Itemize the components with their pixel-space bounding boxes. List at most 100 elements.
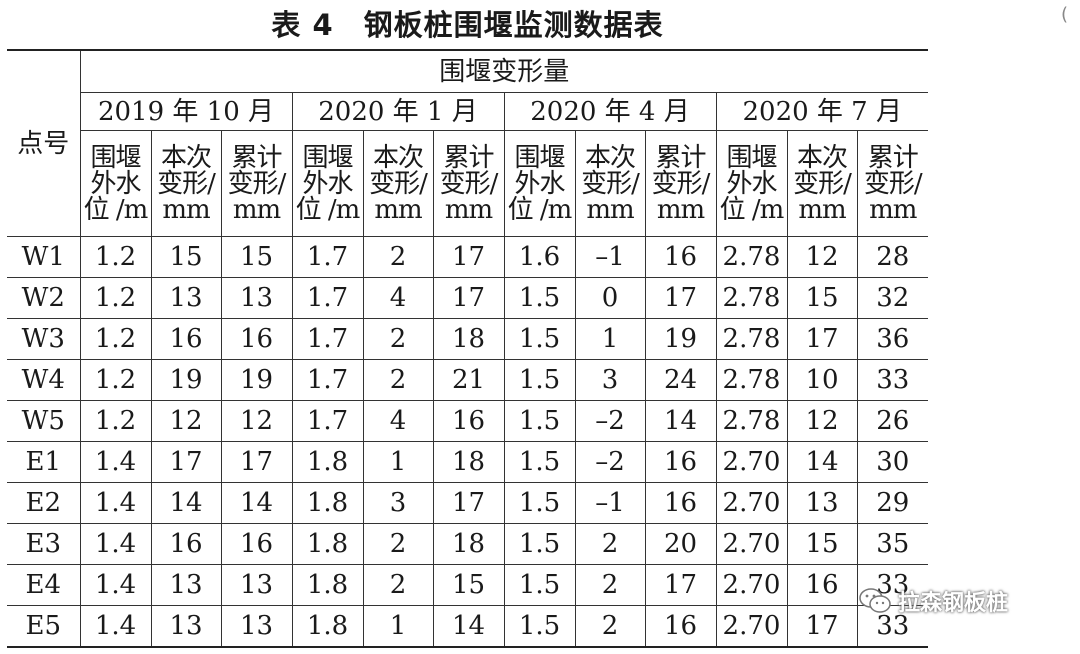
table-cell: 1.7 [291, 359, 364, 401]
table-cell: 33 [856, 605, 928, 648]
table-cell: 2.70 [715, 605, 788, 648]
table-row: W4 1.2 19 19 1.7 2 21 1.5 3 24 2.78 10 33 [7, 359, 928, 401]
table-cell: 1.4 [79, 564, 152, 606]
table-cell: 1.5 [503, 400, 576, 442]
table-cell: 35 [856, 523, 928, 565]
table-cell: 2 [362, 564, 434, 606]
table-cell: 16 [220, 523, 293, 565]
point-id-cell: W2 [7, 277, 81, 319]
table-cell: 2 [362, 359, 434, 401]
table-cell: 16 [150, 523, 222, 565]
table-cell: 2 [362, 523, 434, 565]
table-cell: 1.8 [291, 564, 364, 606]
period-header: 2020 年 4 月 [503, 92, 717, 131]
table-cell: 16 [432, 400, 505, 442]
table-cell: 14 [786, 441, 858, 483]
table-cell: 1.5 [503, 359, 576, 401]
table-cell: 2.70 [715, 482, 788, 524]
table-cell: 1.2 [79, 318, 152, 360]
subheader-cell: 累计变形/mm [644, 130, 717, 237]
table-cell: 1.8 [291, 605, 364, 648]
table-cell: 17 [644, 277, 717, 319]
point-id-cell: E1 [7, 441, 81, 483]
table-cell: 15 [220, 236, 293, 278]
table-cell: 1.4 [79, 523, 152, 565]
point-id-cell: E5 [7, 605, 81, 648]
table-cell: 20 [644, 523, 717, 565]
subheader-cell: 累计变形/mm [220, 130, 293, 237]
subheader-cell: 围堰外水位 /m [503, 130, 576, 237]
table-cell: 1.7 [291, 277, 364, 319]
table-cell: 28 [856, 236, 928, 278]
table-cell: 1.5 [503, 605, 576, 648]
table-cell: 1.7 [291, 318, 364, 360]
subheader-cell: 围堰外水位 /m [291, 130, 364, 237]
table-cell: 17 [220, 441, 293, 483]
table-cell: 2.78 [715, 318, 788, 360]
table-cell: 1.2 [79, 236, 152, 278]
table-cell: 30 [856, 441, 928, 483]
table-cell: 12 [220, 400, 293, 442]
table-cell: 2.78 [715, 359, 788, 401]
table-cell: 14 [220, 482, 293, 524]
table-cell: 19 [150, 359, 222, 401]
table-cell: 1.5 [503, 523, 576, 565]
table-cell: 1.6 [503, 236, 576, 278]
table-row: E1 1.4 17 17 1.8 1 18 1.5 –2 16 2.70 14 30 [7, 441, 928, 483]
table-cell: 1.2 [79, 277, 152, 319]
table-cell: 24 [644, 359, 717, 401]
table-cell: 15 [786, 277, 858, 319]
table-cell: 1 [574, 318, 646, 360]
table-cell: 2.70 [715, 441, 788, 483]
table-cell: 15 [786, 523, 858, 565]
table-cell: 1.5 [503, 482, 576, 524]
table-cell: 16 [644, 482, 717, 524]
table-cell: 3 [574, 359, 646, 401]
subheader-cell: 累计变形/mm [856, 130, 928, 237]
table-cell: 3 [362, 482, 434, 524]
table-cell: –2 [574, 441, 646, 483]
table-row: W5 1.2 12 12 1.7 4 16 1.5 –2 14 2.78 12 26 [7, 400, 928, 442]
wechat-icon [858, 587, 892, 615]
table-cell: 18 [432, 318, 505, 360]
monitoring-table: 点号 围堰变形量 2019 年 10 月 2020 年 1 月 2020 年 4… [7, 49, 928, 648]
table-cell: 17 [786, 318, 858, 360]
subheader-cell: 累计变形/mm [432, 130, 505, 237]
table-cell: 16 [644, 441, 717, 483]
table-row: W2 1.2 13 13 1.7 4 17 1.5 0 17 2.78 15 32 [7, 277, 928, 319]
table-cell: 32 [856, 277, 928, 319]
point-id-cell: W4 [7, 359, 81, 401]
subheader-cell: 围堰外水位 /m [715, 130, 788, 237]
point-id-cell: W3 [7, 318, 81, 360]
table-cell: 2.78 [715, 236, 788, 278]
subheader-cell: 本次变形/mm [150, 130, 222, 237]
table-cell: 2 [574, 605, 646, 648]
table-cell: 2 [362, 318, 434, 360]
table-cell: –1 [574, 482, 646, 524]
table-cell: 1.4 [79, 482, 152, 524]
table-cell: 1.8 [291, 482, 364, 524]
table-cell: 1 [362, 441, 434, 483]
subheader-cell: 本次变形/mm [574, 130, 646, 237]
table-cell: 36 [856, 318, 928, 360]
table-cell: 1.8 [291, 523, 364, 565]
table-cell: 1.4 [79, 605, 152, 648]
table-cell: 18 [432, 523, 505, 565]
subheader-cell: 围堰外水位 /m [80, 130, 152, 237]
table-cell: 2 [574, 523, 646, 565]
table-cell: 17 [432, 482, 505, 524]
watermark-text: 拉森钢板桩 [898, 591, 1009, 616]
table-cell: 17 [786, 605, 858, 648]
table-cell: 13 [150, 605, 222, 648]
table-cell: 17 [432, 277, 505, 319]
table-cell: 17 [150, 441, 222, 483]
table-cell: 16 [786, 564, 858, 606]
period-header: 2020 年 7 月 [715, 92, 928, 131]
table-cell: 1.7 [291, 400, 364, 442]
table-cell: 19 [220, 359, 293, 401]
table-cell: –2 [574, 400, 646, 442]
table-cell: 1.5 [503, 564, 576, 606]
table-cell: 15 [432, 564, 505, 606]
table-row: E2 1.4 14 14 1.8 3 17 1.5 –1 16 2.70 13 29 [7, 482, 928, 524]
table-cell: 2.70 [715, 564, 788, 606]
